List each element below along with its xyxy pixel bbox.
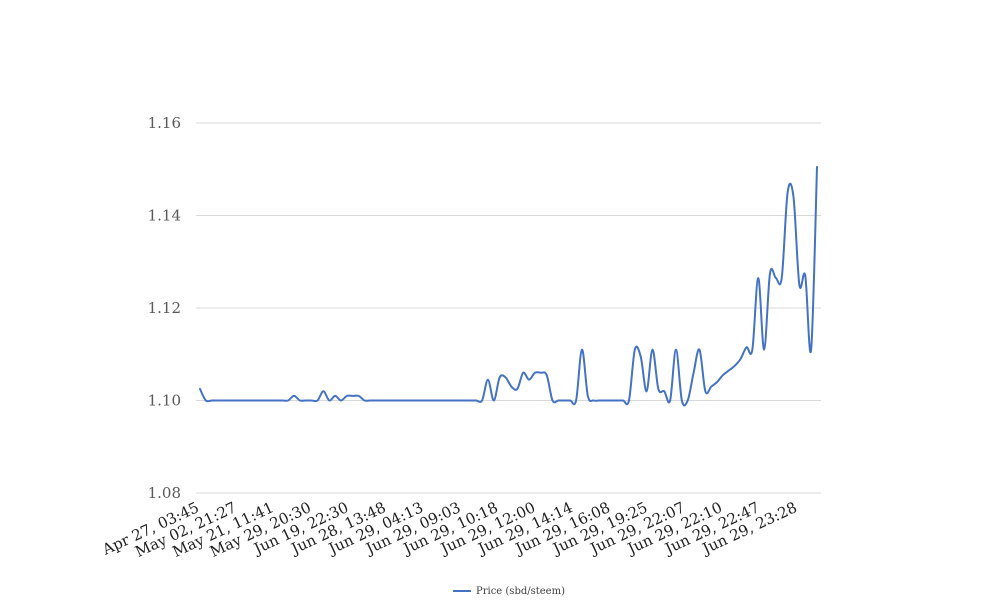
legend-label-price: Price (sbd/steem) <box>476 586 565 597</box>
y-tick-label-4: 1.16 <box>148 114 181 132</box>
legend: Price (sbd/steem) <box>453 586 565 597</box>
series-line-price <box>199 165 818 407</box>
y-tick-label-0: 1.08 <box>148 484 181 502</box>
y-axis-tick-labels: 1.08 1.10 1.12 1.14 1.16 <box>148 114 181 502</box>
y-tick-label-2: 1.12 <box>148 299 181 317</box>
y-tick-label-3: 1.14 <box>148 207 181 225</box>
y-tick-label-1: 1.10 <box>148 392 181 410</box>
series-lines <box>199 165 818 407</box>
grid-lines <box>196 122 821 494</box>
